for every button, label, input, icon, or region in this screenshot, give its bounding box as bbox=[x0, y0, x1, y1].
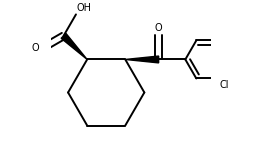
Text: O: O bbox=[155, 23, 162, 33]
Text: Cl: Cl bbox=[220, 80, 229, 90]
Polygon shape bbox=[61, 33, 87, 59]
Text: OH: OH bbox=[77, 3, 92, 13]
Polygon shape bbox=[125, 56, 159, 63]
Text: O: O bbox=[32, 43, 39, 53]
